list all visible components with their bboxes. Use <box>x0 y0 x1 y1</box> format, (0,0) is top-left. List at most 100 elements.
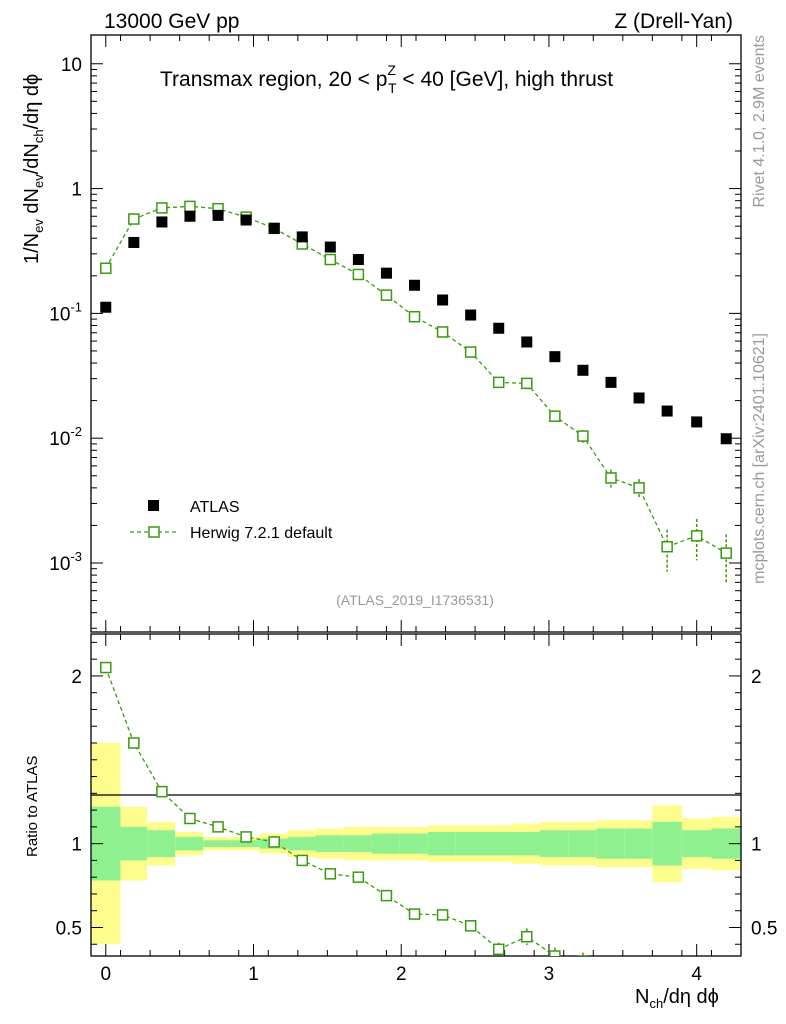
herwig-point <box>492 376 505 389</box>
herwig-point <box>436 326 449 338</box>
ratio-band-inner <box>540 830 569 858</box>
ratio-y-tick-label-right: 1 <box>751 835 762 856</box>
x-tick-label: 3 <box>544 964 555 985</box>
ratio-band-inner <box>399 833 428 854</box>
y-tick-label: 10-1 <box>49 299 82 325</box>
main-plot: Transmax region, 20 < pZ T < 40 [GeV], hi… <box>100 62 732 608</box>
ratio-band-inner <box>371 833 400 854</box>
ratio-point <box>436 909 449 921</box>
ratio-band-inner <box>427 831 456 856</box>
ratio-y-tick-label-right: 2 <box>751 667 762 688</box>
ratio-band-inner <box>203 840 232 847</box>
atlas-point <box>605 376 617 388</box>
ratio-band-inner <box>681 830 712 858</box>
x-tick-label: 0 <box>100 964 111 985</box>
ratio-band-inner <box>455 831 484 856</box>
ratio-point <box>634 974 644 984</box>
ratio-point <box>184 812 196 825</box>
analysis-id-label: (ATLAS_2019_I1736531) <box>336 592 494 608</box>
main-plot-frame <box>90 34 742 633</box>
process-label: Z (Drell-Yan) <box>614 10 733 33</box>
legend-herwig-marker <box>148 526 160 538</box>
ratio-point <box>577 955 589 956</box>
ratio-band-inner <box>287 836 316 851</box>
ratio-point <box>212 821 224 833</box>
atlas-point <box>465 309 477 321</box>
ratio-band-inner <box>231 840 260 847</box>
atlas-point <box>409 279 421 291</box>
atlas-point <box>156 216 168 228</box>
atlas-point <box>577 364 589 376</box>
atlas-point <box>128 236 140 248</box>
y-tick-label: 10 <box>61 55 82 76</box>
herwig-point <box>100 262 112 274</box>
ratio-band-inner <box>120 826 148 861</box>
herwig-point <box>720 547 732 559</box>
ratio-band-inner <box>568 830 597 858</box>
atlas-point <box>521 336 533 348</box>
ratio-band-inner <box>596 828 625 859</box>
ratio-y-tick-label: 2 <box>71 667 82 688</box>
ratio-point <box>240 831 252 843</box>
ratio-plot <box>91 661 741 996</box>
atlas-point <box>352 254 364 266</box>
plot-title: Transmax region, 20 < pZ T < 40 [GeV], hi… <box>160 62 613 96</box>
y-tick-label: 10-3 <box>49 549 82 575</box>
legend-herwig-label: Herwig 7.2.1 default <box>190 525 333 542</box>
atlas-point <box>720 433 732 445</box>
ratio-band-inner <box>315 835 344 853</box>
atlas-point <box>493 322 505 334</box>
x-tick-label: 4 <box>691 964 702 985</box>
atlas-point <box>324 241 336 253</box>
ratio-y-axis-label: Ratio to ATLAS <box>24 756 41 857</box>
ratio-band-inner <box>483 831 513 856</box>
herwig-point <box>521 377 533 390</box>
y-tick-label: 1 <box>71 180 82 201</box>
ratio-y-tick-label-right: 0.5 <box>751 918 777 939</box>
ratio-point <box>549 950 561 956</box>
x-tick-label: 1 <box>248 964 259 985</box>
ratio-point <box>721 986 731 996</box>
y-axis-label: 1/Nev dNev/dNch/dη dϕ <box>21 74 46 264</box>
ratio-band-inner <box>343 835 372 853</box>
ratio-band-inner <box>652 821 682 866</box>
legend-atlas-marker <box>148 500 159 511</box>
ratio-point <box>296 854 308 867</box>
atlas-point <box>100 301 112 313</box>
ratio-y-tick-label: 0.5 <box>56 918 82 939</box>
y-tick-label: 10-2 <box>49 424 82 450</box>
herwig-point <box>690 530 703 542</box>
ratio-band-inner <box>175 836 204 851</box>
herwig-point <box>324 253 337 266</box>
atlas-point <box>549 351 561 363</box>
herwig-point <box>184 200 196 213</box>
atlas-point <box>380 267 392 279</box>
ratio-point <box>324 868 337 880</box>
atlas-point <box>633 392 645 404</box>
ratio-data-marks <box>100 661 731 996</box>
atlas-point <box>296 231 308 243</box>
herwig-line <box>105 205 727 554</box>
ratio-point <box>128 737 140 749</box>
ratio-band-inner <box>512 831 541 856</box>
ratio-band-inner <box>624 828 653 859</box>
ratio-point <box>352 871 365 883</box>
ratio-point <box>492 943 505 956</box>
mcplots-label: mcplots.cern.ch [arXiv:2401.10621] <box>751 333 768 584</box>
x-tick-label: 2 <box>396 964 407 985</box>
herwig-point <box>352 268 365 281</box>
energy-label: 13000 GeV pp <box>104 10 239 33</box>
atlas-point <box>661 405 673 417</box>
atlas-point <box>437 294 449 306</box>
herwig-point <box>128 213 140 225</box>
atlas-point <box>268 222 280 234</box>
herwig-point <box>633 482 645 494</box>
x-axis-label: Nch/dη dϕ <box>635 986 719 1011</box>
ratio-y-tick-label: 1 <box>71 835 82 856</box>
herwig-point <box>549 410 561 422</box>
herwig-point <box>605 472 617 484</box>
atlas-point <box>184 210 196 222</box>
rivet-version-label: Rivet 4.1.0, 2.9M events <box>751 35 768 208</box>
atlas-point <box>240 214 252 226</box>
